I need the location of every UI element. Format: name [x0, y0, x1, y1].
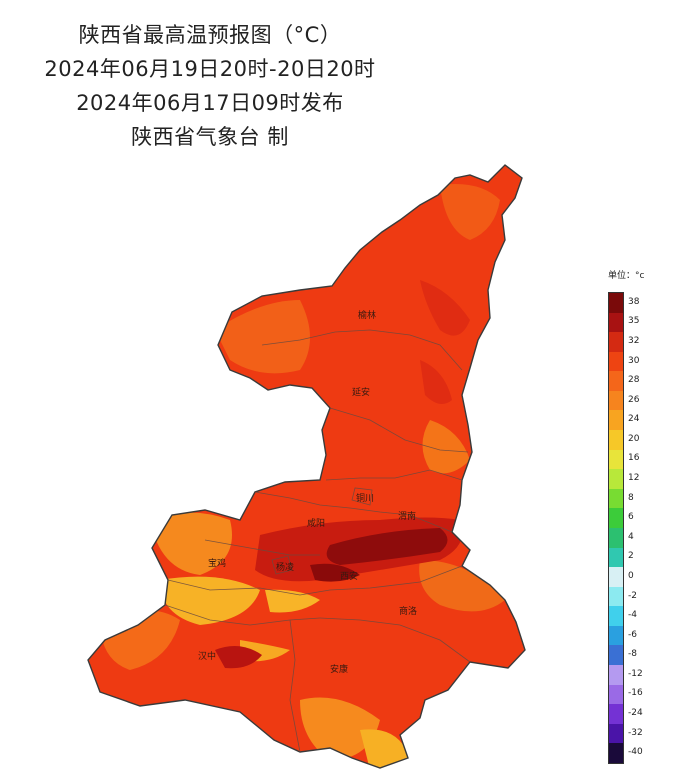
legend-tick-label: 16: [628, 453, 640, 464]
legend-swatch: [609, 664, 623, 685]
legend-tick-label: 38: [628, 296, 640, 307]
legend-swatch: [609, 743, 623, 763]
legend-swatch: [609, 371, 623, 391]
legend-swatch: [609, 430, 623, 450]
legend-swatch: [609, 293, 623, 313]
legend-tick-label: -24: [628, 708, 643, 719]
city-label-yanan: 延安: [352, 386, 370, 398]
legend-swatch: [609, 527, 623, 548]
legend-swatch: [609, 704, 623, 724]
city-label-baoji: 宝鸡: [208, 557, 226, 569]
issue-time: 2024年06月17日09时发布: [76, 91, 344, 115]
legend-swatch: [609, 410, 623, 431]
legend-swatch: [609, 625, 623, 646]
legend-swatch: [609, 488, 623, 509]
legend-unit-label: 单位：°c: [608, 271, 645, 281]
city-label-yangling: 杨凌: [276, 561, 294, 573]
legend-swatch: [609, 684, 623, 705]
legend-tick-label: -4: [628, 610, 637, 621]
city-label-ankang: 安康: [330, 663, 348, 675]
legend-tick-label: 2: [628, 551, 634, 562]
legend-tick-label: 12: [628, 473, 640, 484]
legend-swatch: [609, 449, 623, 470]
legend-tick-label: 20: [628, 433, 640, 444]
legend-tick-label: 6: [628, 512, 634, 523]
city-label-tongchuan: 铜川: [356, 492, 374, 504]
legend-tick-label: -8: [628, 649, 637, 660]
title-block: 陕西省最高温预报图（°C） 2024年06月19日20时-20日20时 2024…: [0, 0, 420, 154]
legend-tick-label: -2: [628, 590, 637, 601]
legend-tick-label: 0: [628, 570, 634, 581]
legend-swatch: [609, 723, 623, 744]
city-label-hanzhong: 汉中: [198, 650, 216, 662]
legend-tick-label: 35: [628, 316, 640, 327]
legend-tick-label: -12: [628, 668, 643, 679]
legend-swatch: [609, 332, 623, 352]
city-label-shangluo: 商洛: [399, 605, 417, 617]
legend-swatch: [609, 312, 623, 333]
city-label-xian: 西安: [340, 570, 358, 582]
legend-tick-label: 32: [628, 335, 640, 346]
legend-swatch: [609, 547, 623, 568]
city-label-weinan: 渭南: [398, 510, 416, 522]
legend-tick-label: -32: [628, 727, 643, 738]
color-legend: 单位：°c 38 35 32 30 28 26 24 20 16 12 8 6 4 2 0 -2 -4 -6 -8-…: [596, 268, 676, 768]
legend-color-bar: [608, 292, 624, 764]
legend-tick-label: 28: [628, 375, 640, 386]
legend-tick-label: 30: [628, 355, 640, 366]
map-title: 陕西省最高温预报图（°C）: [78, 23, 342, 47]
legend-swatch: [609, 508, 623, 528]
legend-tick-label: -40: [628, 747, 643, 758]
legend-swatch: [609, 469, 623, 489]
forecast-period: 2024年06月19日20时-20日20时: [44, 57, 376, 81]
city-label-xianyang: 咸阳: [307, 517, 325, 529]
legend-swatch: [609, 586, 623, 607]
legend-tick-label: -6: [628, 629, 637, 640]
legend-swatch: [609, 645, 623, 665]
producer: 陕西省气象台 制: [131, 125, 289, 149]
legend-tick-label: 24: [628, 414, 640, 425]
legend-swatch: [609, 606, 623, 626]
city-label-yulin: 榆林: [358, 309, 376, 321]
legend-tick-label: 8: [628, 492, 634, 503]
legend-tick-label: 26: [628, 394, 640, 405]
legend-tick-label: 4: [628, 531, 634, 542]
legend-tick-label: -16: [628, 688, 643, 699]
legend-swatch: [609, 567, 623, 587]
legend-swatch: [609, 351, 623, 372]
legend-swatch: [609, 390, 623, 411]
